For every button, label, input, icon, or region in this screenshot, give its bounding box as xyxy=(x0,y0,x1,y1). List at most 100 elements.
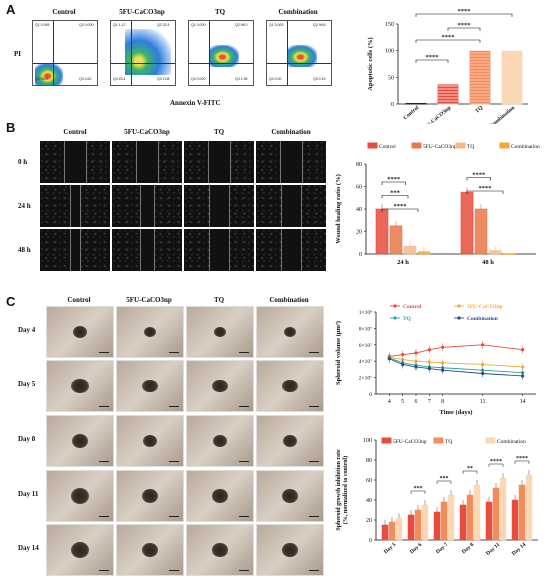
significance-bracket xyxy=(462,470,478,474)
wound-edge xyxy=(86,141,87,183)
quadrant-value: Q1 0.000 xyxy=(191,23,206,27)
y-axis-label: Wound healing ratio (%) xyxy=(335,174,342,244)
x-tick-label: TQ xyxy=(474,104,484,114)
scale-bar xyxy=(99,461,109,462)
significance-label: *** xyxy=(390,190,400,197)
x-tick-label: 11 xyxy=(480,399,486,405)
quadrant-hline xyxy=(33,63,97,64)
spheroid-blob xyxy=(212,543,228,557)
bar xyxy=(474,208,488,255)
quadrant-value: Q4 96.3 xyxy=(35,77,48,81)
bar xyxy=(466,494,474,541)
y-tick-label: 20 xyxy=(366,518,372,524)
bar xyxy=(440,501,448,541)
cell-layer xyxy=(112,229,140,271)
scale-bar xyxy=(99,406,109,407)
legend-label: Control xyxy=(403,304,422,310)
data-point xyxy=(414,365,418,369)
scratch-image xyxy=(40,185,110,227)
data-point xyxy=(521,365,525,369)
bar xyxy=(417,251,431,255)
scratch-column-header: 5FU-CaCO3np xyxy=(124,128,170,136)
bar xyxy=(525,474,533,541)
bar xyxy=(388,521,396,541)
spheroid-column-header: 5FU-CaCO3np xyxy=(126,296,172,304)
x-tick-label: Control xyxy=(402,105,420,122)
spheroid-image xyxy=(46,524,114,576)
spheroid-blob xyxy=(282,489,298,503)
significance-bracket xyxy=(415,59,449,63)
spheroid-image xyxy=(116,306,184,358)
bar xyxy=(502,253,516,255)
spheroid-column-header: TQ xyxy=(213,296,225,304)
bar xyxy=(488,250,502,255)
x-tick-label: 5 xyxy=(401,399,404,405)
bar xyxy=(473,484,481,541)
x-tick-label: Day 11 xyxy=(485,542,501,557)
legend-swatch xyxy=(367,142,378,149)
quadrant-vline xyxy=(53,21,54,85)
quadrant-hline xyxy=(267,63,331,64)
spheroid-image xyxy=(46,415,114,467)
spheroid-blob xyxy=(71,379,89,393)
legend-swatch xyxy=(499,142,510,149)
quadrant-hline xyxy=(111,63,175,64)
spheroid-image xyxy=(186,524,254,576)
scale-bar xyxy=(309,516,319,517)
spheroid-blob xyxy=(141,542,159,558)
x-tick-label: Day 8 xyxy=(461,542,475,555)
wound-edge xyxy=(301,185,302,227)
x-tick-label: 7 xyxy=(428,399,431,405)
spheroid-image xyxy=(256,470,324,522)
spheroid-row-label: Day 4 xyxy=(18,326,36,334)
spheroid-image xyxy=(116,360,184,412)
scratch-image xyxy=(112,229,182,271)
quadrant-vline xyxy=(287,21,288,85)
flow-group-label: Combination xyxy=(278,8,318,16)
scale-bar xyxy=(169,516,179,517)
x-tick-label: Day 14 xyxy=(511,542,528,557)
significance-bracket xyxy=(514,460,530,464)
wound-edge xyxy=(281,229,282,271)
quadrant-hline xyxy=(189,63,253,64)
spheroid-blob xyxy=(72,434,88,448)
apoptotic-chart: 0 50 100 150 Apoptotic cells (%) Control 5FU-C… xyxy=(367,8,528,124)
quadrant-value: Q3 1.98 xyxy=(235,77,248,81)
wound-edge xyxy=(209,185,210,227)
spheroid-image xyxy=(186,360,254,412)
significance-label: **** xyxy=(458,8,471,15)
data-point xyxy=(481,362,485,367)
scratch-row-label: 0 h xyxy=(18,158,28,166)
scratch-image xyxy=(184,141,254,183)
spheroid-image xyxy=(46,360,114,412)
significance-bracket xyxy=(488,463,504,467)
scratch-image xyxy=(256,141,326,183)
scratch-column-header: Control xyxy=(63,128,87,136)
y-axis-label: Apoptotic cells (%) xyxy=(367,37,374,90)
data-point xyxy=(387,357,391,361)
scratch-row-label: 48 h xyxy=(18,246,31,254)
legend-label: TQ xyxy=(467,144,474,150)
quadrant-value: Q1 0.000 xyxy=(269,23,284,27)
y-tick-label: 80 xyxy=(356,162,362,168)
wound-edge xyxy=(140,185,141,227)
scratch-image xyxy=(256,185,326,227)
wound-edge xyxy=(80,185,81,227)
legend-label: Control xyxy=(379,144,396,150)
spheroid-blob xyxy=(143,326,157,338)
bar xyxy=(447,494,455,541)
spheroid-column-header: Combination xyxy=(269,296,309,304)
spheroid-image xyxy=(256,524,324,576)
spheroid-row-label: Day 14 xyxy=(18,544,39,552)
scale-bar xyxy=(99,570,109,571)
y-tick-label: 100 xyxy=(363,438,372,444)
cell-layer xyxy=(86,141,110,183)
y-tick-label: 0 xyxy=(369,538,372,544)
quadrant-value: Q2 0.000 xyxy=(79,23,94,27)
quadrant-vline xyxy=(131,21,132,85)
flow-axis-y: PI xyxy=(14,50,21,58)
data-point xyxy=(481,343,485,347)
wound-edge xyxy=(80,229,81,271)
spheroid-row-label: Day 5 xyxy=(18,380,36,388)
y-tick-label: 40 xyxy=(356,207,362,213)
